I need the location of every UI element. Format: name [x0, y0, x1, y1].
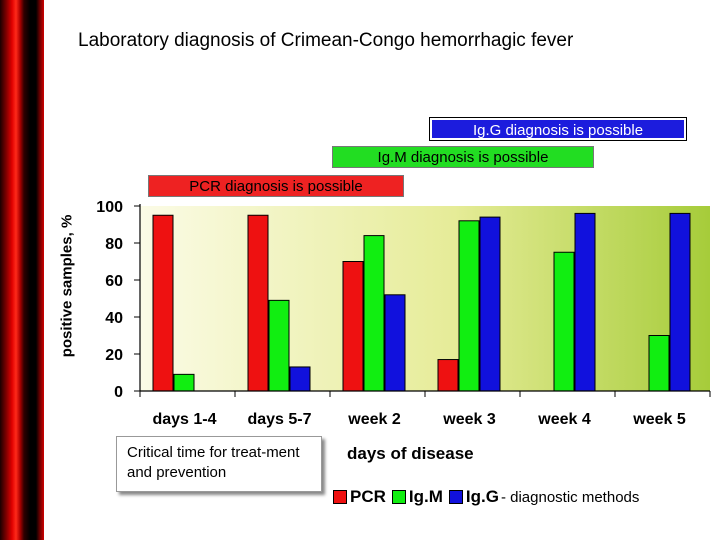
legend-suffix: - diagnostic methods	[500, 488, 640, 506]
x-tick-label-4: week 3	[442, 411, 496, 428]
y-tick-label-80: 80	[105, 236, 123, 253]
critical-time-note: Critical time for treat-ment and prevent…	[116, 436, 322, 492]
bar-igm-5	[553, 251, 575, 392]
legend-label-igg: Ig.G	[465, 487, 499, 506]
y-tick-label-20: 20	[105, 347, 123, 364]
x-tick-label-5: week 4	[537, 411, 591, 428]
bar-igm-3	[363, 235, 385, 392]
y-tick-label-40: 40	[105, 310, 123, 327]
igm-banner: Ig.M diagnosis is possible	[332, 146, 594, 168]
bar-igg-4	[479, 216, 501, 392]
x-tick-label-6: week 5	[632, 411, 686, 428]
y-tick-label-100: 100	[96, 199, 123, 216]
bar-igm-2	[268, 299, 290, 392]
bar-igg-2	[289, 366, 311, 392]
x-tick-label-3: week 2	[347, 411, 401, 428]
legend: PCR Ig.M Ig.G - diagnostic methods	[333, 486, 639, 508]
slide-title: Laboratory diagnosis of Crimean-Congo he…	[78, 30, 574, 51]
x-tick-label-1: days 1-4	[152, 411, 216, 428]
bar-igm-4	[458, 220, 480, 392]
y-tick-label-0: 0	[114, 384, 123, 401]
bar-igg-5	[574, 212, 596, 392]
bar-igm-6	[648, 335, 670, 392]
pcr-banner: PCR diagnosis is possible	[148, 175, 404, 197]
igg-banner: Ig.G diagnosis is possible	[429, 117, 687, 141]
y-tick-label-60: 60	[105, 273, 123, 290]
decorative-stripe	[0, 0, 44, 540]
bar-pcr-1	[152, 214, 174, 392]
legend-swatch-pcr	[333, 490, 347, 504]
legend-label-pcr: PCR	[350, 487, 386, 506]
bar-pcr-4	[437, 359, 459, 392]
bar-pcr-2	[247, 214, 269, 392]
x-tick-label-2: days 5-7	[247, 411, 311, 428]
legend-swatch-igm	[391, 490, 406, 504]
bar-igg-3	[384, 294, 406, 392]
x-axis-title: days of disease	[347, 444, 474, 463]
bar-igg-6	[669, 212, 691, 392]
plot-area	[140, 206, 710, 391]
bar-igm-1	[173, 373, 195, 392]
legend-label-igm: Ig.M	[408, 487, 443, 506]
bar-pcr-3	[342, 261, 364, 392]
legend-swatch-igg	[448, 490, 463, 504]
